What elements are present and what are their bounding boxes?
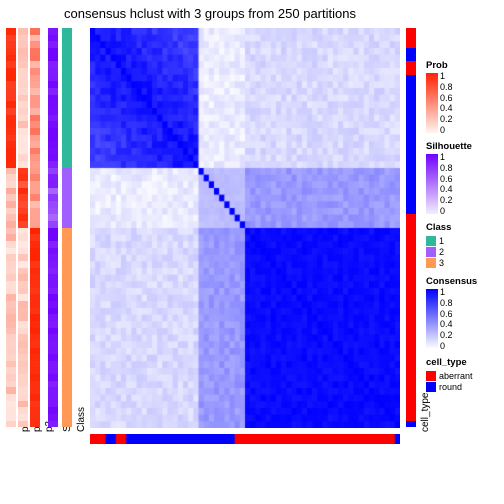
legend-colorbar (426, 73, 438, 133)
legend-item: 3 (426, 257, 504, 268)
legend-swatch (426, 247, 436, 257)
legend-swatch (426, 382, 436, 392)
legend-title: Prob (426, 60, 504, 71)
annotation-class (62, 28, 72, 428)
annotation-p2 (18, 28, 28, 428)
legend-item-label: 2 (439, 247, 444, 257)
legend-item-label: 1 (439, 236, 444, 246)
legend-consensus: Consensus 00.20.40.60.81 (426, 276, 504, 349)
legend-item: 1 (426, 235, 504, 246)
annotation-celltype-col (90, 434, 400, 444)
legend-ticks: 00.20.40.60.81 (440, 73, 453, 133)
legend-silhouette: Silhouette 00.20.40.60.81 (426, 141, 504, 214)
legend-ticks: 00.20.40.60.81 (440, 154, 453, 214)
legend-item: 2 (426, 246, 504, 257)
legend-title: cell_type (426, 357, 504, 368)
annotation-celltype-row (406, 28, 416, 428)
legend-item-label: round (439, 382, 462, 392)
legend-title: Class (426, 222, 504, 233)
legend-ticks: 00.20.40.60.81 (440, 289, 453, 349)
legends: Prob 00.20.40.60.81 Silhouette 00.20.40.60.… (426, 60, 504, 400)
legend-swatch (426, 236, 436, 246)
legend-prob: Prob 00.20.40.60.81 (426, 60, 504, 133)
legend-title: Consensus (426, 276, 504, 287)
legend-class: Class 123 (426, 222, 504, 268)
annotation-silhouette (48, 28, 58, 428)
annotation-p1 (6, 28, 16, 428)
legend-item: aberrant (426, 370, 504, 381)
legend-title: Silhouette (426, 141, 504, 152)
annotation-p3 (30, 28, 40, 428)
legend-cell_type: cell_type aberrantround (426, 357, 504, 392)
legend-colorbar (426, 289, 438, 349)
consensus-heatmap (90, 28, 400, 428)
legend-item-label: 3 (439, 258, 444, 268)
legend-swatch (426, 371, 436, 381)
legend-colorbar (426, 154, 438, 214)
legend-item: round (426, 381, 504, 392)
plot-title: consensus hclust with 3 groups from 250 … (0, 6, 420, 21)
legend-item-label: aberrant (439, 371, 473, 381)
legend-swatch (426, 258, 436, 268)
label-class: Class (76, 407, 87, 432)
